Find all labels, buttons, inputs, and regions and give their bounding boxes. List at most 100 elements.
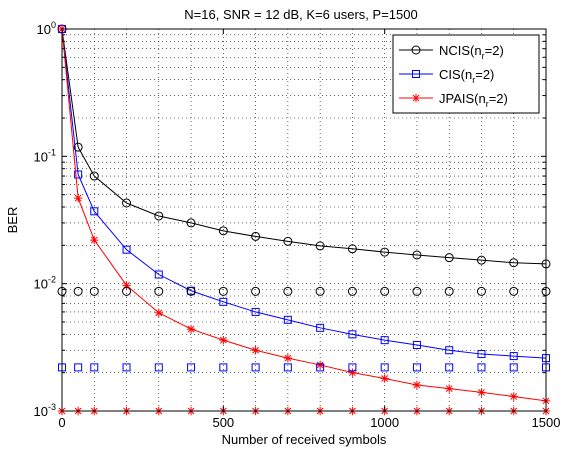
data-point [122,198,132,208]
legend-entry: CIS(nr=2) [399,67,494,85]
data-point [186,286,196,296]
data-point [412,250,422,260]
x-tick-label: 500 [212,415,234,430]
legend-marker [412,70,420,78]
data-point [444,286,454,296]
data-point [476,286,486,296]
series-2 [57,24,551,406]
legend-label: CIS(nr=2) [439,67,494,85]
data-point [90,207,99,216]
data-point [219,363,228,372]
data-point [445,346,454,355]
data-point [154,286,164,296]
data-point [251,346,260,355]
data-point [509,286,519,296]
data-point [347,244,357,254]
x-tick-label: 1500 [532,415,561,430]
data-point [380,363,389,372]
data-point [477,350,486,359]
data-point [89,171,99,181]
x-tick-label: 0 [58,415,65,430]
data-point [315,241,325,251]
y-tick-label: 100 [37,20,56,37]
data-point [122,281,131,290]
data-point [380,286,390,296]
data-point [315,286,325,296]
data-point [347,286,357,296]
data-point [73,286,83,296]
y-tick-label: 10-3 [34,402,56,419]
data-point [218,286,228,296]
data-point [477,388,486,397]
data-point [348,368,357,377]
data-point [283,236,293,246]
data-point [154,270,163,279]
series-3 [57,286,551,296]
data-point [444,253,454,263]
data-point [509,258,519,268]
y-axis-label: BER [5,207,20,234]
data-point [219,297,228,306]
data-point [283,315,292,324]
data-point [251,363,260,372]
data-point [412,363,421,372]
legend-label: NCIS(nr=2) [439,43,504,61]
data-point [316,323,325,332]
legend-entry: NCIS(nr=2) [399,43,504,61]
data-point [186,324,196,334]
legend-marker [411,45,421,55]
data-point [509,392,518,401]
data-point [251,231,261,241]
data-point [74,170,83,179]
data-point [73,193,83,203]
x-axis-label: Number of received symbols [222,432,387,447]
data-point [412,380,422,390]
data-point [445,384,454,393]
legend-label: JPAIS(nr=2) [439,91,508,109]
data-point [89,286,99,296]
y-tick-label: 10-1 [34,147,56,164]
y-tick-labels: 100 10-1 10-2 10-3 [34,20,56,419]
grid [62,29,546,411]
data-point [283,286,293,296]
data-point [509,363,518,372]
plot-frame [61,28,547,412]
data-point [90,235,99,245]
data-point [154,211,164,221]
data-point [348,363,357,372]
data-point [476,255,486,265]
data-point [315,360,325,370]
data-point [219,335,228,345]
data-point [412,340,421,349]
data-point [122,286,132,296]
data-point [74,363,83,372]
data-point [90,363,99,372]
data-point [412,286,422,296]
data-point [348,330,357,339]
legend-entry: JPAIS(nr=2) [399,91,508,109]
chart-title: N=16, SNR = 12 dB, K=6 users, P=1500 [184,7,417,22]
data-point [186,218,196,228]
x-tick-label: 1000 [370,415,399,430]
data-point [251,286,261,296]
data-point [154,363,163,372]
legend-marker [411,93,421,103]
data-point [122,363,131,372]
series-line [61,28,547,265]
data-point [283,353,293,363]
data-point [154,308,163,318]
data-point [445,363,454,372]
data-point [316,363,325,372]
y-tick-label: 10-2 [34,275,56,292]
data-point [380,336,389,345]
data-point [251,307,260,316]
data-point [73,142,83,152]
axis-ticks [61,28,547,412]
data-point [283,363,292,372]
data-point [380,247,390,257]
data-point [187,363,196,372]
data-point [122,245,131,254]
x-tick-labels: 0 500 1000 1500 [58,415,560,430]
series-line [61,28,547,359]
